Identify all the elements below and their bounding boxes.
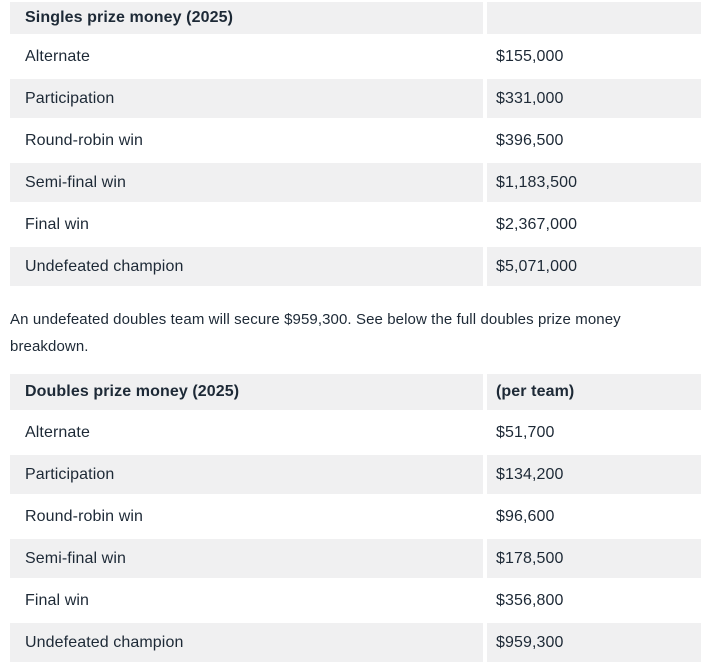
table-row: Semi-final win $178,500 <box>10 539 701 578</box>
doubles-table-header-value: (per team) <box>487 374 701 410</box>
row-label: Semi-final win <box>10 539 483 578</box>
row-value: $155,000 <box>496 47 564 65</box>
row-label: Undefeated champion <box>10 623 483 662</box>
row-value: $396,500 <box>496 131 564 149</box>
table-row: Round-robin win $396,500 <box>10 121 701 160</box>
row-label: Semi-final win <box>10 163 483 202</box>
row-label: Round-robin win <box>25 131 144 149</box>
row-value: $1,183,500 <box>487 163 701 202</box>
row-value: $51,700 <box>496 423 555 441</box>
row-value: $5,071,000 <box>487 247 701 286</box>
table-row: Undefeated champion $959,300 <box>10 623 701 662</box>
doubles-table-header-row: Doubles prize money (2025) (per team) <box>10 374 701 410</box>
table-row: Participation $331,000 <box>10 79 701 118</box>
singles-table-title: Singles prize money (2025) <box>10 2 483 34</box>
singles-prize-table: Singles prize money (2025) Alternate $15… <box>10 2 701 286</box>
row-value: $134,200 <box>487 455 701 494</box>
row-value: $2,367,000 <box>496 215 578 233</box>
row-value: $178,500 <box>487 539 701 578</box>
table-row: Alternate $51,700 <box>10 413 701 452</box>
table-row: Alternate $155,000 <box>10 37 701 76</box>
row-value: $959,300 <box>487 623 701 662</box>
table-row: Participation $134,200 <box>10 455 701 494</box>
row-label: Final win <box>25 215 90 233</box>
row-value: $331,000 <box>487 79 701 118</box>
doubles-prize-table: Doubles prize money (2025) (per team) Al… <box>10 374 701 662</box>
singles-table-header-value <box>487 2 701 34</box>
table-row: Undefeated champion $5,071,000 <box>10 247 701 286</box>
row-label: Alternate <box>25 47 90 65</box>
table-row: Round-robin win $96,600 <box>10 497 701 536</box>
table-row: Final win $2,367,000 <box>10 205 701 244</box>
table-row: Semi-final win $1,183,500 <box>10 163 701 202</box>
row-label: Participation <box>10 455 483 494</box>
row-value: $356,800 <box>496 591 564 609</box>
row-label: Alternate <box>25 423 90 441</box>
singles-table-header-row: Singles prize money (2025) <box>10 2 701 34</box>
row-value: $96,600 <box>496 507 555 525</box>
row-label: Participation <box>10 79 483 118</box>
table-row: Final win $356,800 <box>10 581 701 620</box>
row-label: Undefeated champion <box>10 247 483 286</box>
doubles-table-title: Doubles prize money (2025) <box>10 374 483 410</box>
row-label: Round-robin win <box>25 507 144 525</box>
doubles-note-paragraph: An undefeated doubles team will secure $… <box>10 311 621 355</box>
row-label: Final win <box>25 591 90 609</box>
